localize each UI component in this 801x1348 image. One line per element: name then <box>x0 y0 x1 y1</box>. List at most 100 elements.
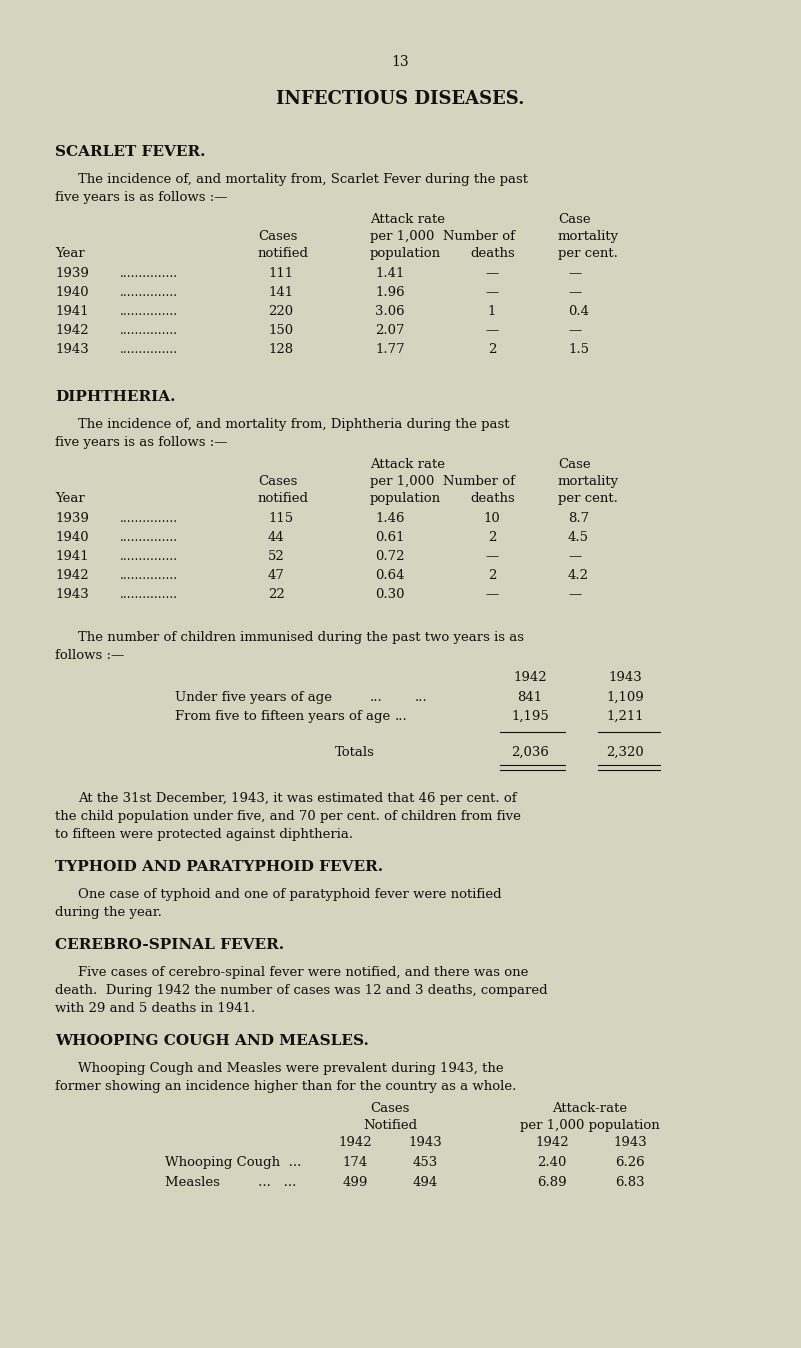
Text: Under five years of age: Under five years of age <box>175 692 332 704</box>
Text: WHOOPING COUGH AND MEASLES.: WHOOPING COUGH AND MEASLES. <box>55 1034 369 1047</box>
Text: per 1,000  Number of: per 1,000 Number of <box>370 474 515 488</box>
Text: 1.77: 1.77 <box>375 342 405 356</box>
Text: 1.41: 1.41 <box>375 267 405 280</box>
Text: 2: 2 <box>488 569 496 582</box>
Text: 1942: 1942 <box>55 569 89 582</box>
Text: 4.5: 4.5 <box>568 531 589 545</box>
Text: 2,036: 2,036 <box>511 745 549 759</box>
Text: 1943: 1943 <box>409 1136 442 1148</box>
Text: 10: 10 <box>484 512 501 524</box>
Text: 1943: 1943 <box>55 588 89 601</box>
Text: Case: Case <box>558 458 590 470</box>
Text: —: — <box>568 550 582 563</box>
Text: 47: 47 <box>268 569 285 582</box>
Text: —: — <box>568 588 582 601</box>
Text: —: — <box>485 588 499 601</box>
Text: notified: notified <box>258 492 309 506</box>
Text: 115: 115 <box>268 512 293 524</box>
Text: 174: 174 <box>342 1157 368 1169</box>
Text: SCARLET FEVER.: SCARLET FEVER. <box>55 146 206 159</box>
Text: population: population <box>370 247 441 260</box>
Text: Whooping Cough  ...: Whooping Cough ... <box>165 1157 301 1169</box>
Text: Attack-rate: Attack-rate <box>553 1103 627 1115</box>
Text: 1.96: 1.96 <box>375 286 405 299</box>
Text: 1940: 1940 <box>55 286 89 299</box>
Text: ...: ... <box>370 692 383 704</box>
Text: notified: notified <box>258 247 309 260</box>
Text: Five cases of cerebro-spinal fever were notified, and there was one: Five cases of cerebro-spinal fever were … <box>78 967 529 979</box>
Text: ...............: ............... <box>120 267 178 280</box>
Text: 2: 2 <box>488 342 496 356</box>
Text: At the 31st December, 1943, it was estimated that 46 per cent. of: At the 31st December, 1943, it was estim… <box>78 793 517 805</box>
Text: Attack rate: Attack rate <box>370 458 445 470</box>
Text: Year: Year <box>55 492 85 506</box>
Text: 1942: 1942 <box>513 671 547 683</box>
Text: five years is as follows :—: five years is as follows :— <box>55 191 227 204</box>
Text: to fifteen were protected against diphtheria.: to fifteen were protected against diphth… <box>55 828 353 841</box>
Text: 0.64: 0.64 <box>375 569 405 582</box>
Text: Case: Case <box>558 213 590 226</box>
Text: mortality: mortality <box>558 474 619 488</box>
Text: ...: ... <box>415 692 428 704</box>
Text: per 1,000 population: per 1,000 population <box>520 1119 660 1132</box>
Text: 1943: 1943 <box>55 342 89 356</box>
Text: 141: 141 <box>268 286 293 299</box>
Text: —: — <box>568 324 582 337</box>
Text: the child population under five, and 70 per cent. of children from five: the child population under five, and 70 … <box>55 810 521 824</box>
Text: 6.26: 6.26 <box>615 1157 645 1169</box>
Text: —: — <box>568 286 582 299</box>
Text: with 29 and 5 deaths in 1941.: with 29 and 5 deaths in 1941. <box>55 1002 256 1015</box>
Text: 2,320: 2,320 <box>606 745 644 759</box>
Text: 841: 841 <box>517 692 542 704</box>
Text: 4.2: 4.2 <box>568 569 589 582</box>
Text: 1939: 1939 <box>55 512 89 524</box>
Text: INFECTIOUS DISEASES.: INFECTIOUS DISEASES. <box>276 90 524 108</box>
Text: Notified: Notified <box>363 1119 417 1132</box>
Text: Year: Year <box>55 247 85 260</box>
Text: 1,109: 1,109 <box>606 692 644 704</box>
Text: —: — <box>485 286 499 299</box>
Text: 150: 150 <box>268 324 293 337</box>
Text: 1940: 1940 <box>55 531 89 545</box>
Text: per cent.: per cent. <box>558 247 618 260</box>
Text: ...............: ............... <box>120 324 178 337</box>
Text: —: — <box>485 550 499 563</box>
Text: —: — <box>568 267 582 280</box>
Text: The incidence of, and mortality from, Diphtheria during the past: The incidence of, and mortality from, Di… <box>78 418 509 431</box>
Text: ...............: ............... <box>120 569 178 582</box>
Text: deaths: deaths <box>470 492 515 506</box>
Text: deaths: deaths <box>470 247 515 260</box>
Text: population: population <box>370 492 441 506</box>
Text: CEREBRO-SPINAL FEVER.: CEREBRO-SPINAL FEVER. <box>55 938 284 952</box>
Text: 111: 111 <box>268 267 293 280</box>
Text: 3.06: 3.06 <box>375 305 405 318</box>
Text: 0.72: 0.72 <box>375 550 405 563</box>
Text: TYPHOID AND PARATYPHOID FEVER.: TYPHOID AND PARATYPHOID FEVER. <box>55 860 383 874</box>
Text: Measles         ...   ...: Measles ... ... <box>165 1175 296 1189</box>
Text: 1943: 1943 <box>608 671 642 683</box>
Text: 8.7: 8.7 <box>568 512 589 524</box>
Text: —: — <box>485 267 499 280</box>
Text: Cases: Cases <box>258 474 297 488</box>
Text: 1.46: 1.46 <box>375 512 405 524</box>
Text: ...............: ............... <box>120 286 178 299</box>
Text: DIPHTHERIA.: DIPHTHERIA. <box>55 390 175 404</box>
Text: follows :—: follows :— <box>55 648 124 662</box>
Text: 22: 22 <box>268 588 284 601</box>
Text: Attack rate: Attack rate <box>370 213 445 226</box>
Text: 220: 220 <box>268 305 293 318</box>
Text: ...............: ............... <box>120 342 178 356</box>
Text: 1: 1 <box>488 305 496 318</box>
Text: ...............: ............... <box>120 588 178 601</box>
Text: 1942: 1942 <box>535 1136 569 1148</box>
Text: One case of typhoid and one of paratyphoid fever were notified: One case of typhoid and one of paratypho… <box>78 888 501 900</box>
Text: per cent.: per cent. <box>558 492 618 506</box>
Text: ...............: ............... <box>120 512 178 524</box>
Text: From five to fifteen years of age: From five to fifteen years of age <box>175 710 390 723</box>
Text: 2.07: 2.07 <box>375 324 405 337</box>
Text: 1939: 1939 <box>55 267 89 280</box>
Text: mortality: mortality <box>558 231 619 243</box>
Text: 1942: 1942 <box>338 1136 372 1148</box>
Text: five years is as follows :—: five years is as follows :— <box>55 435 227 449</box>
Text: 499: 499 <box>342 1175 368 1189</box>
